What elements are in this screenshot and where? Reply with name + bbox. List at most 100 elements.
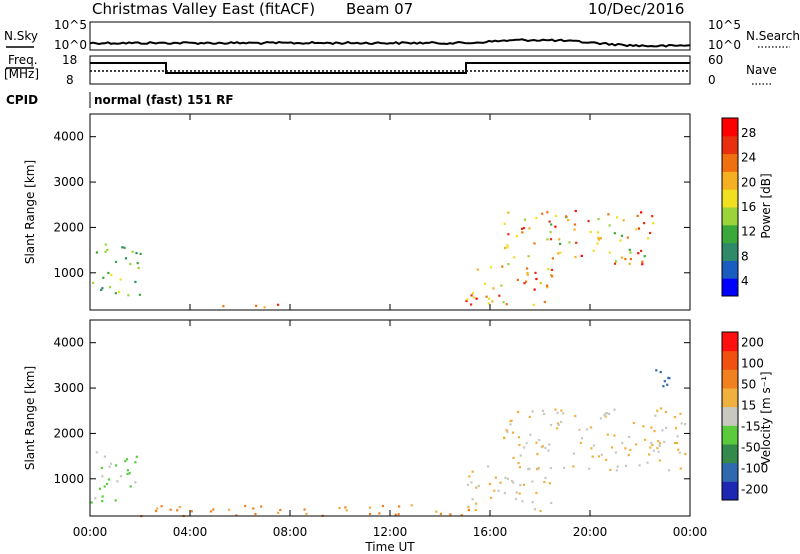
echo-cell — [654, 414, 657, 417]
echo-cell — [138, 293, 141, 296]
echo-cell — [512, 481, 515, 484]
echo-cell — [568, 241, 571, 244]
echo-cell — [490, 496, 493, 500]
colorbar-tick-label: 8 — [741, 249, 749, 263]
freq-label-1: Freq. — [8, 53, 38, 67]
echo-cell — [626, 236, 629, 239]
cpid-label: CPID — [6, 93, 38, 107]
echo-cell — [616, 465, 619, 468]
colorbar-tick-label: -15 — [741, 420, 761, 434]
echo-cell — [587, 220, 590, 223]
echo-cell — [539, 509, 542, 513]
echo-cell — [449, 513, 452, 516]
echo-cell — [503, 246, 507, 250]
freq-tick-top: 18 — [62, 53, 77, 67]
echo-cell — [608, 251, 611, 254]
echo-cell — [484, 282, 487, 285]
nsky-trace — [89, 38, 691, 48]
echo-cell — [528, 467, 531, 470]
echo-cell — [506, 477, 510, 480]
cpid-value: normal (fast) 151 RF — [94, 93, 234, 107]
echo-cell — [650, 441, 653, 444]
echo-cell — [263, 306, 266, 309]
echo-cell — [515, 235, 518, 238]
echo-cell — [546, 211, 549, 214]
colorbar-tick-label: 24 — [741, 151, 756, 165]
echo-cell — [597, 236, 600, 240]
echo-cell — [505, 429, 508, 432]
colorbar-swatch — [722, 462, 738, 482]
beam-label: Beam 07 — [346, 0, 413, 18]
echo-cell — [277, 511, 280, 514]
echo-cell — [556, 427, 559, 430]
power-echoes — [92, 209, 655, 309]
echo-cell — [544, 446, 547, 450]
echo-cell — [521, 231, 524, 234]
echo-cell — [606, 433, 609, 436]
echo-cell — [235, 514, 238, 517]
echo-cell — [620, 234, 624, 237]
echo-cell — [506, 246, 509, 249]
echo-cell — [338, 506, 341, 510]
echo-cell — [676, 441, 679, 445]
echo-cell — [137, 266, 140, 270]
colorbar-swatch — [722, 406, 738, 426]
echo-cell — [557, 252, 560, 255]
echo-cell — [435, 510, 438, 513]
echo-cell — [491, 300, 494, 303]
echo-cell — [624, 447, 627, 450]
x-tick-label: 04:00 — [173, 525, 208, 539]
echo-cell — [556, 411, 559, 415]
colorbar-swatch — [722, 189, 738, 208]
echo-cell — [665, 426, 668, 429]
echo-cell — [621, 442, 624, 445]
echo-cell — [228, 508, 231, 511]
echo-cell — [658, 444, 661, 447]
echo-cell — [504, 476, 507, 479]
echo-cell — [608, 224, 611, 227]
echo-cell — [95, 451, 98, 454]
echo-cell — [628, 248, 631, 251]
echo-cell — [541, 445, 544, 448]
echo-cell — [539, 282, 542, 285]
echo-cell — [597, 218, 600, 221]
echo-cell — [493, 489, 496, 492]
colorbar-swatch — [722, 388, 738, 408]
echo-cell — [551, 275, 554, 278]
echo-cell — [684, 452, 687, 456]
echo-cell — [657, 440, 660, 443]
echo-cell — [574, 209, 577, 213]
echo-cell — [526, 273, 529, 276]
colorbar-tick-label: 100 — [741, 357, 764, 371]
colorbar-tick-label: 50 — [741, 378, 756, 392]
echo-cell — [470, 294, 473, 297]
colorbar-swatch — [722, 118, 738, 137]
echo-cell — [533, 242, 536, 245]
echo-cell — [178, 506, 181, 509]
echo-cell — [643, 222, 646, 225]
colorbar-swatch — [722, 260, 738, 279]
echo-cell — [509, 423, 512, 426]
echo-cell — [641, 260, 644, 263]
echo-cell — [644, 438, 647, 441]
echo-cell — [531, 410, 534, 413]
echo-cell — [515, 491, 518, 494]
echo-cell — [533, 508, 536, 511]
echo-cell — [523, 218, 527, 221]
echo-cell — [607, 213, 610, 216]
echo-cell — [655, 369, 658, 372]
nsky-frame — [89, 21, 691, 51]
echo-cell — [666, 383, 669, 386]
echo-cell — [222, 305, 225, 308]
echo-cell — [662, 385, 665, 388]
echo-cell — [640, 211, 643, 214]
echo-cell — [487, 465, 490, 468]
echo-cell — [470, 303, 473, 306]
echo-cell — [564, 215, 568, 218]
echo-cell — [613, 434, 616, 437]
echo-cell — [516, 278, 519, 281]
echo-cell — [535, 441, 538, 444]
echo-cell — [651, 443, 654, 447]
echo-cell — [599, 417, 602, 420]
echo-cell — [125, 458, 129, 461]
